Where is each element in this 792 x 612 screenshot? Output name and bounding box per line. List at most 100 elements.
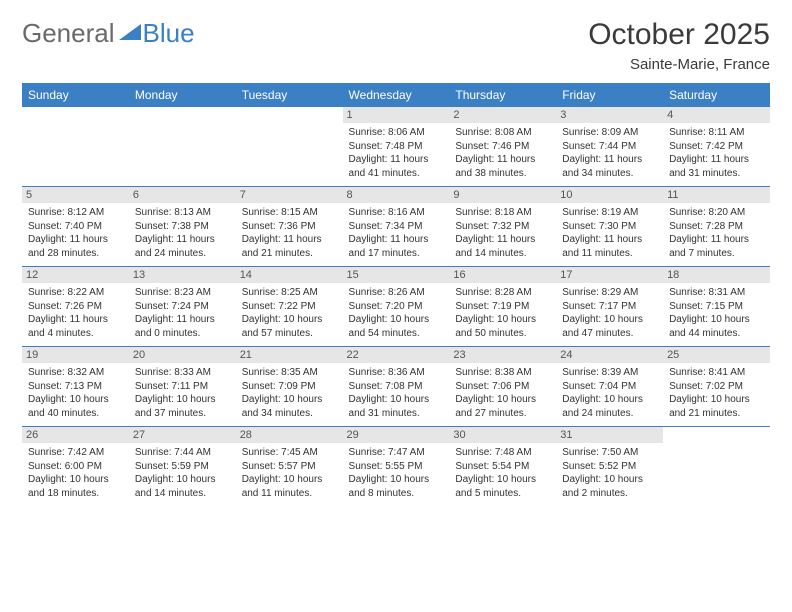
logo: General Blue	[22, 18, 195, 49]
page-subtitle: Sainte-Marie, France	[588, 56, 770, 73]
calendar-cell: 24Sunrise: 8:39 AMSunset: 7:04 PMDayligh…	[556, 347, 663, 427]
day-info-line: Sunrise: 8:20 AM	[669, 206, 764, 220]
day-info-line: Sunrise: 8:08 AM	[455, 126, 550, 140]
day-number	[663, 427, 770, 431]
calendar-cell: 4Sunrise: 8:11 AMSunset: 7:42 PMDaylight…	[663, 107, 770, 187]
day-info-line: Sunset: 7:40 PM	[28, 220, 123, 234]
day-header-row: SundayMondayTuesdayWednesdayThursdayFrid…	[22, 83, 770, 107]
day-number: 13	[129, 267, 236, 283]
calendar-cell: 3Sunrise: 8:09 AMSunset: 7:44 PMDaylight…	[556, 107, 663, 187]
day-info-line: Daylight: 10 hours and 50 minutes.	[455, 313, 550, 340]
day-info-line: Daylight: 10 hours and 2 minutes.	[562, 473, 657, 500]
day-info-line: Sunset: 7:08 PM	[349, 380, 444, 394]
day-number: 8	[343, 187, 450, 203]
day-info-line: Sunset: 7:28 PM	[669, 220, 764, 234]
day-number: 28	[236, 427, 343, 443]
day-info-line: Daylight: 10 hours and 54 minutes.	[349, 313, 444, 340]
day-info-line: Sunrise: 7:50 AM	[562, 446, 657, 460]
calendar-cell: 14Sunrise: 8:25 AMSunset: 7:22 PMDayligh…	[236, 267, 343, 347]
day-info-line: Daylight: 10 hours and 47 minutes.	[562, 313, 657, 340]
day-info-line: Sunrise: 8:29 AM	[562, 286, 657, 300]
day-info-line: Sunrise: 8:13 AM	[135, 206, 230, 220]
day-info-line: Sunrise: 7:44 AM	[135, 446, 230, 460]
calendar-cell: 31Sunrise: 7:50 AMSunset: 5:52 PMDayligh…	[556, 427, 663, 507]
day-number: 1	[343, 107, 450, 123]
day-info-line: Sunset: 7:26 PM	[28, 300, 123, 314]
calendar-body: 1Sunrise: 8:06 AMSunset: 7:48 PMDaylight…	[22, 107, 770, 506]
calendar-cell: 26Sunrise: 7:42 AMSunset: 6:00 PMDayligh…	[22, 427, 129, 507]
day-number: 30	[449, 427, 556, 443]
day-info-line: Sunrise: 7:45 AM	[242, 446, 337, 460]
day-info-line: Sunrise: 8:36 AM	[349, 366, 444, 380]
day-number: 9	[449, 187, 556, 203]
day-number: 15	[343, 267, 450, 283]
day-info-line: Daylight: 11 hours and 0 minutes.	[135, 313, 230, 340]
day-info-line: Sunset: 7:13 PM	[28, 380, 123, 394]
day-number	[129, 107, 236, 111]
day-info-line: Daylight: 11 hours and 31 minutes.	[669, 153, 764, 180]
calendar-cell: 2Sunrise: 8:08 AMSunset: 7:46 PMDaylight…	[449, 107, 556, 187]
day-number: 20	[129, 347, 236, 363]
day-info-line: Sunrise: 8:23 AM	[135, 286, 230, 300]
day-info-line: Sunrise: 8:32 AM	[28, 366, 123, 380]
day-info-line: Sunset: 7:15 PM	[669, 300, 764, 314]
calendar-cell: 11Sunrise: 8:20 AMSunset: 7:28 PMDayligh…	[663, 187, 770, 267]
day-info-line: Sunrise: 8:25 AM	[242, 286, 337, 300]
calendar-row: 12Sunrise: 8:22 AMSunset: 7:26 PMDayligh…	[22, 267, 770, 347]
calendar-cell: 20Sunrise: 8:33 AMSunset: 7:11 PMDayligh…	[129, 347, 236, 427]
calendar-cell: 17 Sunrise: 8:29 AMSunset: 7:17 PMDayligh…	[556, 267, 663, 347]
day-info-line: Sunrise: 8:18 AM	[455, 206, 550, 220]
calendar-cell: 7Sunrise: 8:15 AMSunset: 7:36 PMDaylight…	[236, 187, 343, 267]
day-info-line: Sunset: 7:09 PM	[242, 380, 337, 394]
calendar-cell: 12Sunrise: 8:22 AMSunset: 7:26 PMDayligh…	[22, 267, 129, 347]
day-info-line: Sunrise: 8:26 AM	[349, 286, 444, 300]
calendar-cell: 8Sunrise: 8:16 AMSunset: 7:34 PMDaylight…	[343, 187, 450, 267]
day-info-line: Daylight: 10 hours and 27 minutes.	[455, 393, 550, 420]
day-header: Saturday	[663, 83, 770, 107]
day-info-line: Daylight: 10 hours and 37 minutes.	[135, 393, 230, 420]
page-title: October 2025	[588, 18, 770, 52]
calendar-cell: 6Sunrise: 8:13 AMSunset: 7:38 PMDaylight…	[129, 187, 236, 267]
calendar-cell: 22Sunrise: 8:36 AMSunset: 7:08 PMDayligh…	[343, 347, 450, 427]
day-info-line: Sunrise: 8:39 AM	[562, 366, 657, 380]
day-number	[236, 107, 343, 111]
day-info-line: Daylight: 11 hours and 28 minutes.	[28, 233, 123, 260]
day-header: Tuesday	[236, 83, 343, 107]
calendar-cell: 1Sunrise: 8:06 AMSunset: 7:48 PMDaylight…	[343, 107, 450, 187]
calendar-cell	[129, 107, 236, 187]
calendar-cell: 9Sunrise: 8:18 AMSunset: 7:32 PMDaylight…	[449, 187, 556, 267]
day-number: 26	[22, 427, 129, 443]
calendar-cell: 18Sunrise: 8:31 AMSunset: 7:15 PMDayligh…	[663, 267, 770, 347]
day-info-line: Sunset: 7:42 PM	[669, 140, 764, 154]
day-number: 22	[343, 347, 450, 363]
day-info-line: Sunrise: 8:19 AM	[562, 206, 657, 220]
day-info-line: Daylight: 10 hours and 24 minutes.	[562, 393, 657, 420]
day-info-line: Daylight: 10 hours and 8 minutes.	[349, 473, 444, 500]
calendar-head: SundayMondayTuesdayWednesdayThursdayFrid…	[22, 83, 770, 107]
day-number: 6	[129, 187, 236, 203]
calendar-cell: 10Sunrise: 8:19 AMSunset: 7:30 PMDayligh…	[556, 187, 663, 267]
day-info-line: Daylight: 11 hours and 14 minutes.	[455, 233, 550, 260]
day-number: 17	[556, 267, 663, 283]
day-info-line: Daylight: 10 hours and 34 minutes.	[242, 393, 337, 420]
day-info-line: Daylight: 10 hours and 21 minutes.	[669, 393, 764, 420]
day-info-line: Sunset: 7:44 PM	[562, 140, 657, 154]
day-number: 14	[236, 267, 343, 283]
day-header: Friday	[556, 83, 663, 107]
day-info-line: Sunrise: 8:11 AM	[669, 126, 764, 140]
day-info-line: Daylight: 11 hours and 7 minutes.	[669, 233, 764, 260]
calendar-cell: 23Sunrise: 8:38 AMSunset: 7:06 PMDayligh…	[449, 347, 556, 427]
day-number: 21	[236, 347, 343, 363]
day-number	[22, 107, 129, 111]
day-info-line: Sunset: 7:11 PM	[135, 380, 230, 394]
day-info-line: Sunrise: 8:15 AM	[242, 206, 337, 220]
day-info-line: Sunset: 7:04 PM	[562, 380, 657, 394]
calendar-cell: 19Sunrise: 8:32 AMSunset: 7:13 PMDayligh…	[22, 347, 129, 427]
day-info-line: Daylight: 11 hours and 17 minutes.	[349, 233, 444, 260]
day-info-line: Sunset: 7:48 PM	[349, 140, 444, 154]
day-number: 18	[663, 267, 770, 283]
calendar-cell: 16Sunrise: 8:28 AMSunset: 7:19 PMDayligh…	[449, 267, 556, 347]
day-info-line: Sunset: 7:17 PM	[562, 300, 657, 314]
day-info-line: Sunset: 7:02 PM	[669, 380, 764, 394]
calendar-cell	[663, 427, 770, 507]
